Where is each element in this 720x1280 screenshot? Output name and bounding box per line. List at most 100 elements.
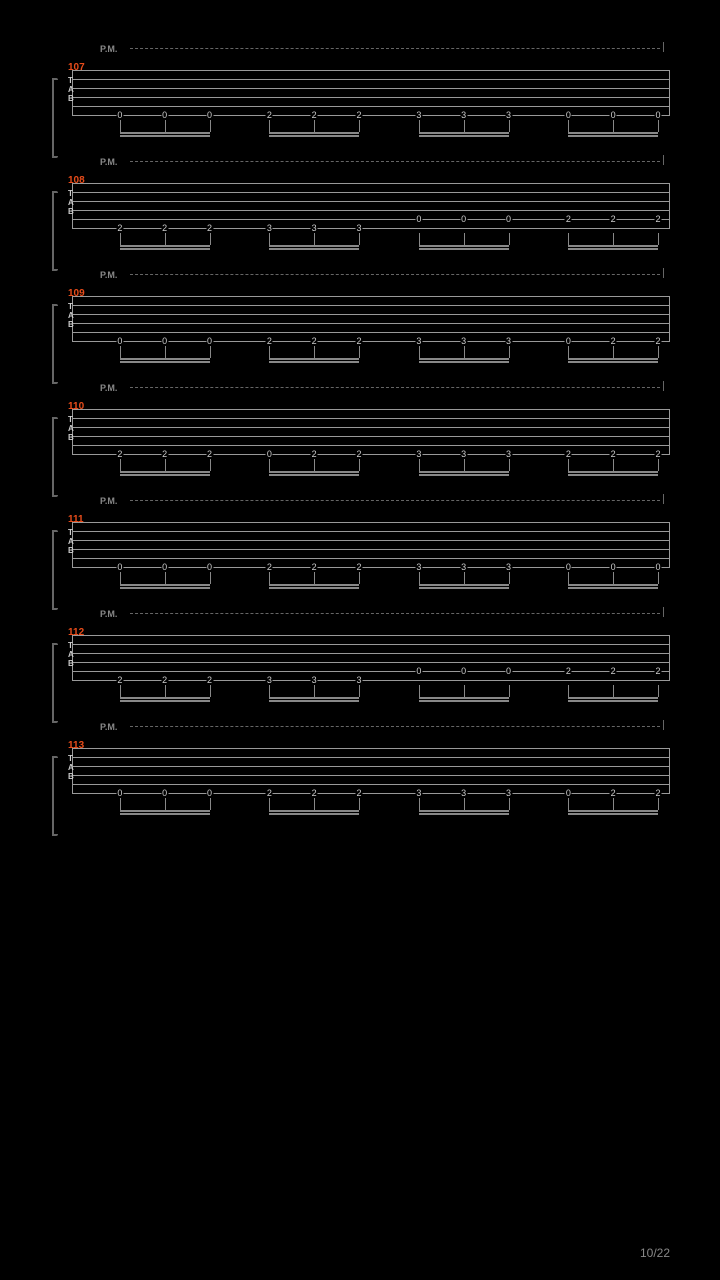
beam-bar — [419, 245, 509, 247]
beam-bar — [120, 132, 210, 134]
note-stem — [658, 233, 659, 245]
measure: P.M.111TAB000222333000 — [50, 492, 670, 577]
note-stem — [419, 233, 420, 245]
beam-bar — [568, 584, 658, 586]
note-stem — [568, 459, 569, 471]
palm-mute-annotation: P.M. — [50, 605, 670, 625]
tab-staff: TAB222333000222 — [72, 183, 670, 238]
tab-note: 3 — [505, 563, 512, 572]
tab-note: 3 — [460, 563, 467, 572]
tab-note: 2 — [311, 563, 318, 572]
beam-bar — [269, 584, 359, 586]
tab-note: 3 — [460, 789, 467, 798]
tab-note: 2 — [655, 667, 662, 676]
beam-bar — [269, 132, 359, 134]
beam-bar-secondary — [419, 587, 509, 589]
pm-end-bracket — [663, 607, 664, 617]
tab-note: 2 — [356, 789, 363, 798]
tab-note: 0 — [206, 111, 213, 120]
tab-note: 0 — [460, 667, 467, 676]
tab-note: 0 — [415, 215, 422, 224]
tab-note: 2 — [610, 215, 617, 224]
tab-note: 0 — [161, 111, 168, 120]
note-stem — [509, 346, 510, 358]
beam-bar — [419, 697, 509, 699]
palm-mute-annotation: P.M. — [50, 379, 670, 399]
tab-note: 2 — [655, 215, 662, 224]
system-bracket — [50, 758, 58, 834]
note-stem — [120, 120, 121, 132]
note-stem — [658, 459, 659, 471]
pm-dashes — [130, 387, 660, 388]
note-stem — [568, 346, 569, 358]
beam-bar-secondary — [419, 361, 509, 363]
note-stem — [359, 120, 360, 132]
measure: P.M.109TAB000222333022 — [50, 266, 670, 351]
tab-note: 0 — [206, 337, 213, 346]
note-stem — [165, 572, 166, 584]
note-stem — [568, 572, 569, 584]
note-stem — [165, 798, 166, 810]
beams-layer — [72, 120, 670, 140]
note-stem — [419, 459, 420, 471]
beam-bar-secondary — [568, 474, 658, 476]
beam-bar — [568, 358, 658, 360]
beam-bar — [120, 245, 210, 247]
staff-wrap: TAB222022333222 — [50, 409, 670, 464]
system-bracket — [50, 193, 58, 269]
note-stem — [359, 572, 360, 584]
staff-wrap: TAB000222333000 — [50, 522, 670, 577]
note-stem — [269, 346, 270, 358]
tab-note: 2 — [311, 450, 318, 459]
beam-bar — [269, 471, 359, 473]
notes-layer: 000222333022 — [72, 748, 670, 803]
tab-note: 2 — [655, 789, 662, 798]
note-stem — [658, 346, 659, 358]
note-stem — [120, 798, 121, 810]
beam-bar — [269, 697, 359, 699]
tab-note: 2 — [266, 563, 273, 572]
tab-note: 2 — [161, 450, 168, 459]
note-stem — [419, 685, 420, 697]
pm-end-bracket — [663, 720, 664, 730]
tab-note: 3 — [311, 676, 318, 685]
beams-layer — [72, 346, 670, 366]
note-stem — [613, 572, 614, 584]
beam-bar-secondary — [269, 135, 359, 137]
tab-note: 0 — [161, 337, 168, 346]
beam-bar-secondary — [269, 474, 359, 476]
tab-note: 0 — [116, 563, 123, 572]
note-stem — [613, 685, 614, 697]
tab-note: 0 — [655, 563, 662, 572]
beam-bar — [120, 584, 210, 586]
tab-note: 3 — [356, 676, 363, 685]
staff-wrap: TAB000222333022 — [50, 748, 670, 803]
note-stem — [210, 459, 211, 471]
palm-mute-annotation: P.M. — [50, 492, 670, 512]
system-bracket — [50, 306, 58, 382]
measure: P.M.113TAB000222333022 — [50, 718, 670, 803]
note-stem — [509, 685, 510, 697]
notes-layer: 000222333022 — [72, 296, 670, 351]
tab-note: 0 — [505, 215, 512, 224]
note-stem — [464, 798, 465, 810]
tab-note: 2 — [356, 450, 363, 459]
pm-dashes — [130, 500, 660, 501]
note-stem — [314, 120, 315, 132]
beams-layer — [72, 459, 670, 479]
tab-note: 0 — [460, 215, 467, 224]
tab-note: 0 — [565, 789, 572, 798]
tab-note: 3 — [505, 111, 512, 120]
note-stem — [359, 233, 360, 245]
notes-layer: 222333000222 — [72, 635, 670, 690]
beam-bar — [419, 471, 509, 473]
tab-staff: TAB000222333022 — [72, 748, 670, 803]
beam-bar — [419, 358, 509, 360]
pm-dashes — [130, 161, 660, 162]
beams-layer — [72, 233, 670, 253]
measure: P.M.112TAB222333000222 — [50, 605, 670, 690]
tab-note: 2 — [161, 676, 168, 685]
note-stem — [210, 572, 211, 584]
beam-bar — [269, 245, 359, 247]
beam-bar-secondary — [269, 248, 359, 250]
